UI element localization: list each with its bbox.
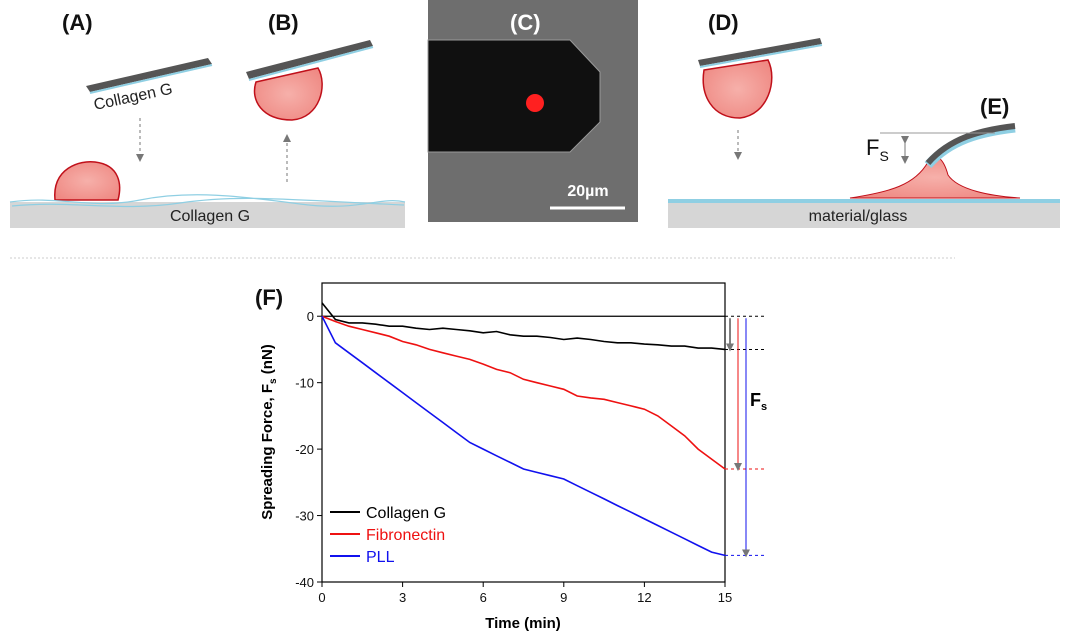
panel-label: (C) [510,10,541,35]
y-axis-label: Spreading Force, Fs (nN) [259,344,279,520]
legend-label: PLL [366,549,395,566]
cell [702,59,773,119]
panel-label: (A) [62,10,93,35]
scale-label: 20µm [567,183,608,200]
series-line [321,302,726,351]
force-label: FS [866,135,889,164]
y-label-unit: (nN) [259,344,276,378]
panel-b: (B) [246,10,374,182]
x-tick-label: 0 [318,590,325,605]
x-tick-label: 15 [718,590,732,605]
x-tick-label: 12 [637,590,651,605]
coating [699,44,823,68]
y-tick-label: -20 [295,442,314,457]
cell [526,94,544,112]
y-tick-label: -30 [295,509,314,524]
legend-label: Fibronectin [366,527,445,544]
x-tick-label: 6 [480,590,487,605]
cell [54,160,121,201]
panel-a: (A) Collagen G Collagen G [9,10,406,228]
cell [253,67,323,121]
fibers [9,194,406,208]
y-label-sub: s [268,378,279,384]
substrate-label: material/glass [809,208,908,225]
annotation-subscript: s [761,401,767,413]
annotation: Fs [750,390,767,413]
force-subscript: S [879,148,888,164]
y-label-text: Spreading Force, F [259,384,276,520]
x-axis-label: Time (min) [485,615,561,632]
panel-label: (D) [708,10,739,35]
substrate [668,202,1060,228]
y-tick-label: -10 [295,376,314,391]
chart: (F) Time (min) Spreading Force, Fs (nN) … [255,282,767,632]
y-tick-label: -40 [295,575,314,590]
panel-label: (E) [980,94,1009,119]
panel-e: (E) FS [849,94,1021,199]
y-tick-label: 0 [307,309,314,324]
panel-label: (F) [255,285,283,310]
plot-frame [321,282,726,583]
coating [248,46,374,81]
cantilever [86,58,212,92]
panel-c: (C) 20µm [427,0,638,222]
x-tick-label: 9 [560,590,567,605]
legend-label: Collagen G [366,505,446,522]
coating [89,64,213,94]
series-line [321,315,726,470]
cantilever [698,38,822,66]
substrate-label: Collagen G [170,208,250,225]
series-line [321,315,726,557]
cantilever [427,39,601,153]
annotation-symbol: F [750,390,761,410]
panel-label: (B) [268,10,299,35]
cantilever [925,123,1016,166]
force-symbol: F [866,135,879,160]
x-tick-label: 3 [399,590,406,605]
panel-d: (D) material/glass [668,10,1060,228]
cantilever [246,40,373,79]
